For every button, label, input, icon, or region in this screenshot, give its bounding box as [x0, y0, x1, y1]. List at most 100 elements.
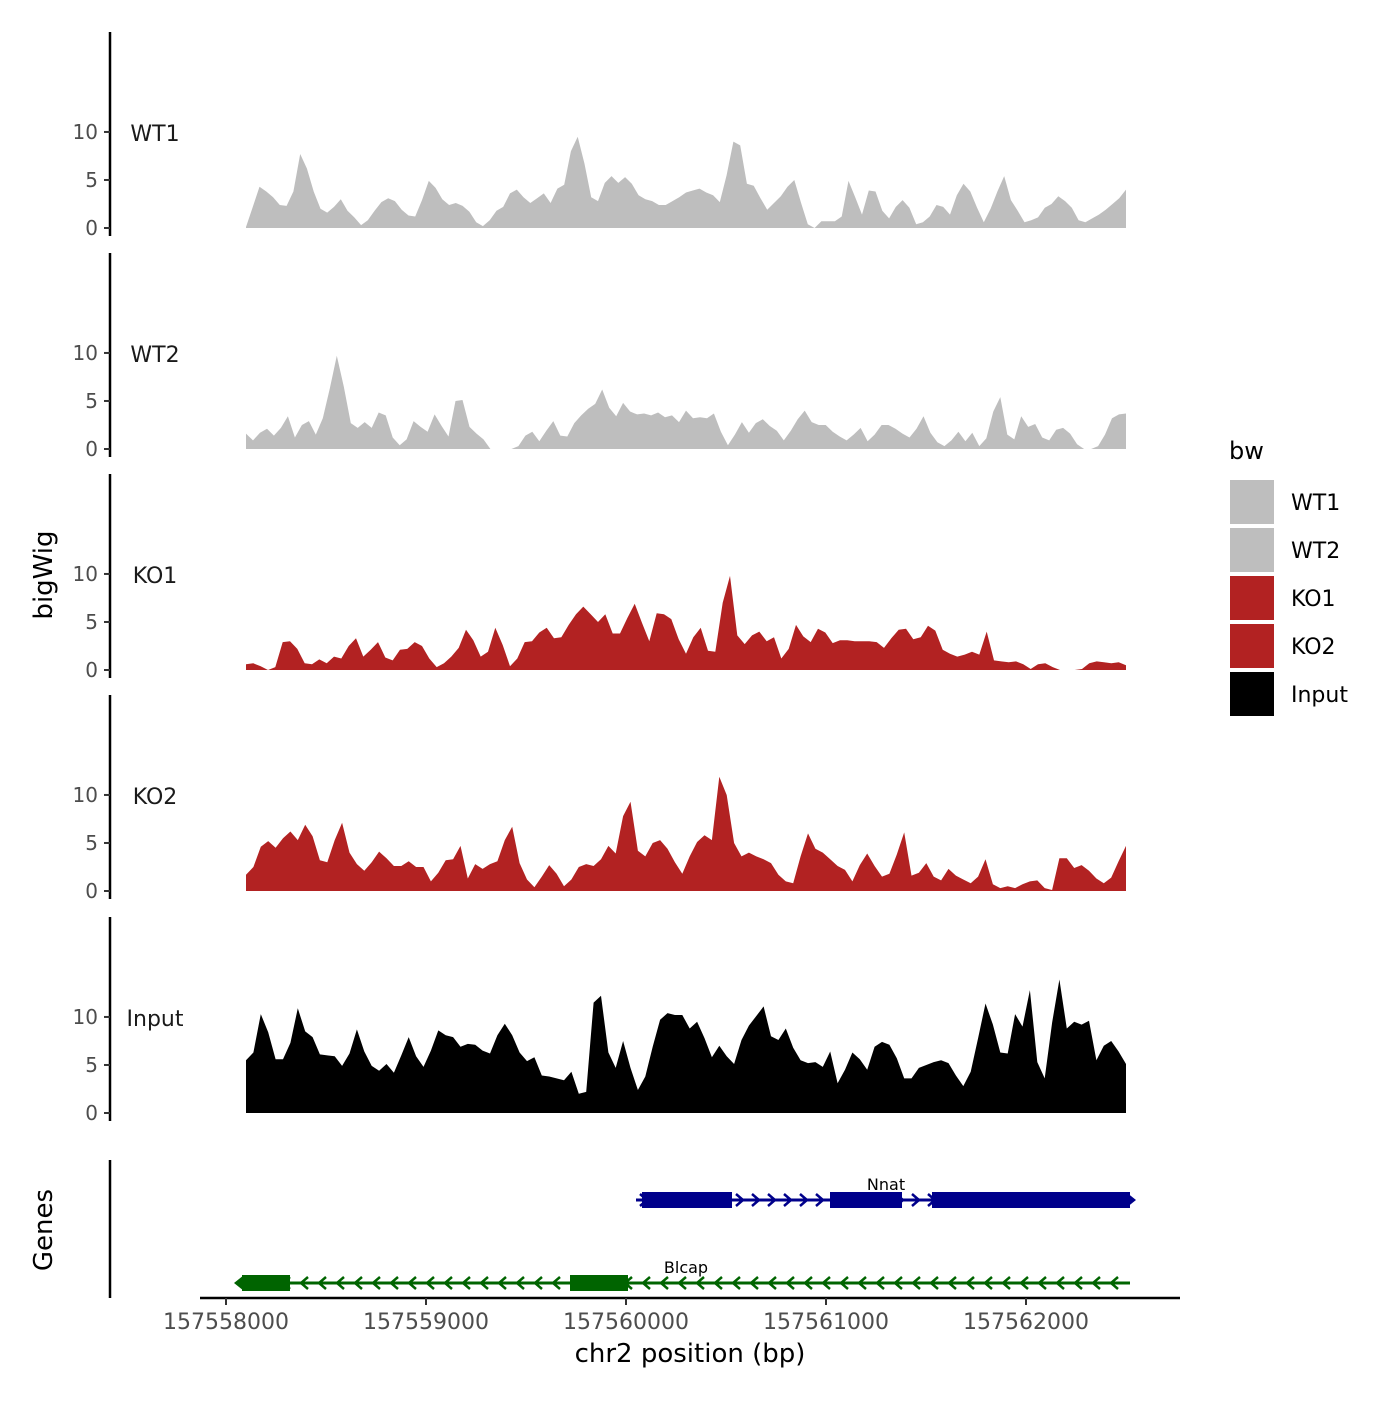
legend-label: WT2 [1291, 539, 1340, 564]
legend-key-wt1 [1230, 480, 1274, 524]
track-label: WT1 [130, 122, 179, 147]
gene-label: Blcap [664, 1258, 708, 1277]
strand-arrow [407, 1276, 417, 1290]
strand-arrow [461, 1276, 471, 1290]
y-axis-label: bigWig [29, 530, 59, 619]
track-input: 0 5 10 Input [73, 917, 1126, 1125]
strand-arrow [821, 1276, 831, 1290]
track-label: KO2 [133, 785, 178, 810]
exon [932, 1192, 1130, 1208]
area-ko1 [246, 575, 1126, 670]
strand-arrow [1091, 1276, 1101, 1290]
strand-arrow [751, 1193, 761, 1207]
strand-arrow [767, 1276, 777, 1290]
strand-arrow [947, 1276, 957, 1290]
y-tick-label: 10 [73, 341, 98, 365]
legend-key-ko1 [1230, 576, 1274, 620]
track-label: Input [127, 1007, 184, 1032]
legend: bw WT1 WT2 KO1 KO2 Input [1229, 437, 1348, 716]
y-tick-label: 0 [85, 1101, 98, 1125]
legend-label: KO1 [1291, 587, 1336, 612]
exon [830, 1192, 902, 1208]
track-label: WT2 [130, 343, 179, 368]
legend-title: bw [1229, 437, 1264, 465]
y-tick-label: 5 [85, 831, 98, 855]
strand-arrow [497, 1276, 507, 1290]
strand-arrowhead [1126, 1192, 1136, 1208]
strand-arrow [335, 1276, 345, 1290]
strand-arrow [425, 1276, 435, 1290]
strand-arrow [371, 1276, 381, 1290]
exon [570, 1275, 628, 1291]
strand-arrow [803, 1276, 813, 1290]
strand-arrow [1109, 1276, 1119, 1290]
strand-arrow [677, 1276, 687, 1290]
y-tick-label: 0 [85, 216, 98, 240]
strand-arrow [785, 1276, 795, 1290]
strand-arrow [767, 1193, 777, 1207]
track-panels: 0 5 10 WT1 0 5 10 WT2 0 5 10 KO1 0 5 10 KO2 0 5 10 Input [73, 32, 1126, 1125]
legend-label: WT1 [1291, 491, 1340, 516]
legend-key-input [1230, 672, 1274, 716]
strand-arrow [783, 1193, 793, 1207]
track-ko2: 0 5 10 KO2 [73, 695, 1126, 903]
x-tick-label: 157559000 [363, 1310, 489, 1335]
strand-arrow [1073, 1276, 1083, 1290]
x-tick-label: 157558000 [163, 1310, 289, 1335]
strand-arrow [1019, 1276, 1029, 1290]
area-input [246, 979, 1126, 1113]
strand-arrow [731, 1276, 741, 1290]
y-tick-label: 0 [85, 437, 98, 461]
gene-label: Nnat [867, 1175, 905, 1194]
x-tick-label: 157561000 [763, 1310, 889, 1335]
y-tick-label: 5 [85, 168, 98, 192]
y-tick-label: 5 [85, 389, 98, 413]
strand-arrow [389, 1276, 399, 1290]
strand-arrow [479, 1276, 489, 1290]
strand-arrow [515, 1276, 525, 1290]
x-axis-label: chr2 position (bp) [575, 1339, 806, 1369]
y-tick-label: 5 [85, 610, 98, 634]
gene-nnat: Nnat [636, 1175, 1136, 1208]
legend-label: Input [1291, 683, 1348, 708]
strand-arrow [857, 1276, 867, 1290]
legend-label: KO2 [1291, 635, 1336, 660]
strand-arrow [815, 1193, 825, 1207]
area-wt2 [246, 355, 1126, 449]
strand-arrow [929, 1276, 939, 1290]
legend-key-wt2 [1230, 528, 1274, 572]
y-tick-label: 10 [73, 562, 98, 586]
genes-axis-label: Genes [29, 1189, 59, 1271]
strand-arrow [911, 1193, 921, 1207]
y-tick-label: 0 [85, 658, 98, 682]
strand-arrow [1055, 1276, 1065, 1290]
y-tick-label: 0 [85, 879, 98, 903]
strand-arrow [317, 1276, 327, 1290]
strand-arrow [983, 1276, 993, 1290]
strand-arrowhead [234, 1275, 244, 1291]
strand-arrow [695, 1276, 705, 1290]
strand-arrow [965, 1276, 975, 1290]
strand-arrow [893, 1276, 903, 1290]
strand-arrow [1001, 1276, 1011, 1290]
strand-arrow [443, 1276, 453, 1290]
strand-arrow [799, 1193, 809, 1207]
strand-arrow [299, 1276, 309, 1290]
strand-arrow [735, 1193, 745, 1207]
strand-arrow [353, 1276, 363, 1290]
area-wt1 [246, 136, 1126, 228]
track-label: KO1 [133, 564, 178, 589]
y-tick-label: 10 [73, 783, 98, 807]
gene-blcap: Blcap [234, 1258, 1130, 1291]
strand-arrow [713, 1276, 723, 1290]
strand-arrow [875, 1276, 885, 1290]
strand-arrow [641, 1276, 651, 1290]
x-tick-label: 157562000 [963, 1310, 1089, 1335]
strand-arrow [533, 1276, 543, 1290]
track-wt2: 0 5 10 WT2 [73, 253, 1126, 461]
area-ko2 [246, 776, 1126, 891]
strand-arrow [911, 1276, 921, 1290]
legend-key-ko2 [1230, 624, 1274, 668]
strand-arrow [749, 1276, 759, 1290]
